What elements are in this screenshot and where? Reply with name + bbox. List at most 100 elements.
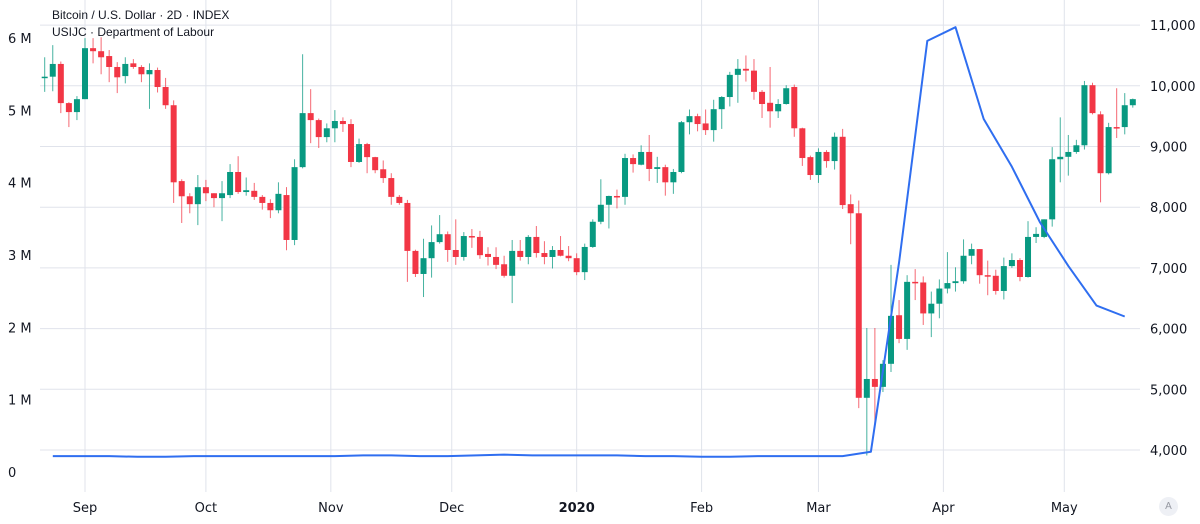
candle <box>1008 253 1015 268</box>
candle-body <box>702 123 709 131</box>
candle <box>750 59 757 100</box>
candle <box>638 145 645 166</box>
candle-body <box>331 121 338 129</box>
candle-body <box>1129 99 1136 106</box>
candle-body <box>283 195 290 240</box>
candle-body <box>573 258 580 273</box>
candle <box>920 276 927 325</box>
candle <box>347 119 354 168</box>
candle-body <box>984 275 991 277</box>
candle-body <box>347 124 354 162</box>
candle <box>202 179 209 202</box>
candle <box>372 156 379 174</box>
candle-body <box>1016 260 1023 278</box>
candle <box>98 37 105 75</box>
candle-body <box>452 249 459 257</box>
candle-body <box>1089 85 1096 114</box>
candle-body <box>57 63 64 104</box>
left-axis-tick-label: 2 M <box>8 321 32 336</box>
candle <box>1113 88 1120 139</box>
candle <box>613 189 620 209</box>
candle-body <box>412 250 419 274</box>
candle-body <box>525 236 532 257</box>
candle-body <box>436 234 443 243</box>
candle-body <box>138 66 145 75</box>
candle-body <box>1113 127 1120 129</box>
candle <box>412 249 419 278</box>
candle-body <box>82 48 88 100</box>
candle <box>452 219 459 265</box>
candle <box>194 175 201 226</box>
x-axis-tick-label: May <box>1051 501 1078 516</box>
candle-body <box>815 151 822 176</box>
candle <box>146 63 153 109</box>
candle-body <box>404 202 411 251</box>
candle <box>581 243 588 281</box>
left-axis-tick-label: 0 <box>8 466 16 481</box>
candle <box>1105 122 1112 175</box>
candle-body <box>501 264 508 276</box>
auto-scale-button[interactable]: A <box>1159 497 1178 516</box>
legend-overlay-series[interactable]: USIJC · Department of Labour <box>52 25 215 39</box>
candle-body <box>388 178 395 197</box>
candle <box>251 182 258 200</box>
candle <box>1033 227 1040 244</box>
candle <box>186 193 193 214</box>
candle <box>557 236 564 257</box>
candle-body <box>267 202 274 211</box>
candle <box>984 260 991 296</box>
candle-body <box>589 221 596 247</box>
candle-body <box>750 70 757 92</box>
candle-body <box>468 236 475 238</box>
candle <box>106 49 113 83</box>
x-axis-tick-label: 2020 <box>559 501 595 516</box>
candle <box>90 38 97 64</box>
candle <box>323 123 330 143</box>
candle-body <box>210 193 217 199</box>
candle <box>122 57 129 84</box>
candle <box>65 102 72 128</box>
candle <box>501 255 508 278</box>
candle <box>976 249 983 284</box>
candle-body <box>307 113 314 121</box>
candle-body <box>154 70 161 88</box>
candle-body <box>605 195 612 205</box>
candle-body <box>783 88 790 105</box>
candle-body <box>960 255 967 282</box>
candle-body <box>863 378 870 398</box>
candle <box>759 90 766 118</box>
candle-body <box>992 275 999 291</box>
gridlines <box>40 0 1140 492</box>
left-axis-tick-label: 3 M <box>8 249 32 264</box>
candle-body <box>339 121 346 125</box>
x-axis-tick-label: Feb <box>690 501 713 516</box>
candle <box>162 77 169 109</box>
candle <box>525 235 532 265</box>
candle <box>259 195 266 210</box>
candle-body <box>170 105 177 183</box>
candle <box>718 96 725 129</box>
candle <box>573 253 580 276</box>
candle-body <box>847 204 854 214</box>
candle <box>178 179 185 223</box>
candle-body <box>759 91 766 105</box>
candle <box>622 153 629 205</box>
candle <box>912 269 919 301</box>
candle <box>476 230 483 259</box>
candle-body <box>638 151 645 165</box>
candle-body <box>1105 127 1112 174</box>
candle-body <box>428 242 435 259</box>
candle-body <box>855 213 862 398</box>
candle <box>549 246 556 269</box>
candle-body <box>541 253 548 257</box>
right-axis-tick-label: 8,000 <box>1150 201 1187 216</box>
candle <box>210 193 217 208</box>
legend-main-series[interactable]: Bitcoin / U.S. Dollar · 2D · INDEX <box>52 8 230 22</box>
candle-body <box>799 128 806 159</box>
candle <box>41 57 48 92</box>
candle-body <box>356 144 363 162</box>
right-axis-tick-label: 7,000 <box>1150 262 1187 277</box>
candle <box>307 89 314 144</box>
candle-body <box>98 51 105 58</box>
